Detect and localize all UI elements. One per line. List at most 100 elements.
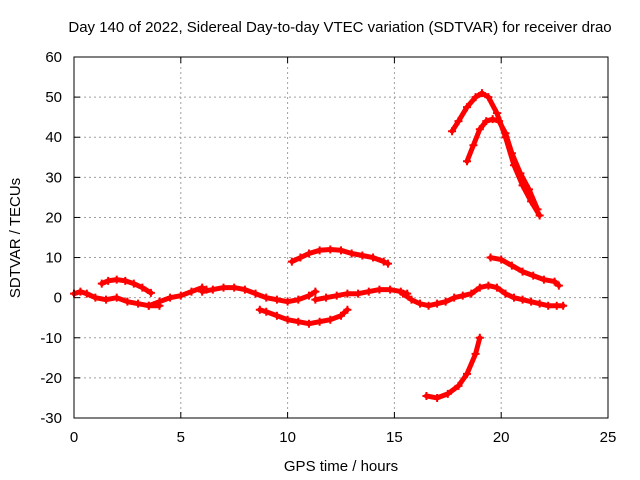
data-point: [315, 317, 324, 326]
grid: [74, 57, 608, 418]
data-point: [97, 279, 106, 288]
data-point: [433, 393, 442, 402]
markers-arc-4: [198, 283, 320, 306]
data-point: [311, 295, 320, 304]
data-point: [208, 285, 217, 294]
data-series: [70, 89, 568, 402]
data-point: [304, 291, 313, 300]
y-tick-label: 10: [45, 250, 62, 267]
data-point: [488, 115, 497, 124]
data-point: [198, 287, 207, 296]
data-point: [343, 305, 352, 314]
data-point: [535, 299, 544, 308]
data-point: [482, 117, 491, 126]
data-point: [332, 291, 341, 300]
series-arc-10: [449, 90, 543, 218]
y-tick-label: -20: [40, 370, 62, 387]
data-point: [407, 295, 416, 304]
data-point: [554, 281, 563, 290]
data-point: [477, 89, 486, 98]
data-point: [337, 311, 345, 320]
data-point: [475, 283, 484, 292]
data-point: [337, 246, 345, 255]
data-point: [469, 141, 478, 150]
data-point: [82, 289, 91, 298]
data-point: [369, 253, 378, 262]
data-point: [129, 279, 138, 288]
data-point: [294, 317, 303, 326]
series-arc-9: [423, 335, 483, 401]
x-tick-label: 15: [386, 429, 403, 446]
y-tick-label: -10: [40, 330, 62, 347]
data-point: [454, 117, 463, 126]
data-point: [454, 381, 463, 390]
data-point: [138, 283, 147, 292]
data-point: [559, 301, 568, 310]
x-tick-label: 20: [493, 429, 510, 446]
data-point: [326, 245, 335, 254]
data-point: [544, 301, 553, 310]
markers-arc-5: [255, 305, 352, 328]
data-point: [475, 125, 484, 134]
y-tick-label: 0: [54, 290, 62, 307]
data-point: [102, 295, 111, 304]
data-point: [343, 289, 352, 298]
data-point: [326, 315, 335, 324]
data-point: [398, 289, 407, 298]
data-point: [146, 288, 155, 297]
data-point: [262, 293, 271, 302]
data-point: [166, 293, 175, 302]
data-point: [262, 307, 271, 316]
data-point: [386, 285, 395, 294]
data-point: [251, 289, 260, 298]
data-point: [550, 277, 559, 286]
data-point: [296, 253, 305, 262]
data-point: [144, 301, 153, 310]
data-point: [422, 391, 431, 400]
series-arc-6: [312, 287, 410, 303]
data-point: [486, 253, 495, 262]
data-point: [272, 295, 281, 304]
data-point: [347, 249, 356, 258]
data-point: [176, 291, 185, 300]
y-tick-label: -30: [40, 410, 62, 427]
data-point: [311, 287, 320, 296]
data-point: [315, 246, 324, 255]
data-point: [112, 275, 121, 284]
markers-arc-7: [287, 245, 392, 268]
data-point: [443, 389, 452, 398]
chart-title: Day 140 of 2022, Sidereal Day-to-day VTE…: [68, 19, 611, 36]
data-point: [304, 319, 313, 328]
data-point: [364, 287, 373, 296]
data-point: [424, 301, 433, 310]
data-point: [471, 349, 480, 358]
data-point: [524, 185, 533, 194]
data-point: [492, 109, 501, 118]
data-point: [112, 293, 121, 302]
data-point: [441, 297, 450, 306]
data-point: [283, 315, 292, 324]
data-point: [463, 157, 472, 166]
markers-arc-3: [144, 283, 211, 310]
data-point: [458, 291, 467, 300]
y-tick-label: 40: [45, 129, 62, 146]
data-point: [497, 255, 506, 264]
data-point: [467, 289, 476, 298]
data-point: [507, 149, 516, 158]
data-point: [304, 249, 313, 258]
data-point: [283, 297, 292, 306]
data-point: [492, 283, 501, 292]
x-tick-label: 5: [177, 429, 185, 446]
data-point: [533, 205, 542, 214]
data-point: [294, 295, 303, 304]
series-arc-5: [257, 307, 350, 327]
y-tick-label: 20: [45, 209, 62, 226]
data-point: [379, 257, 388, 266]
data-point: [255, 305, 264, 314]
data-point: [240, 285, 249, 294]
data-point: [123, 297, 132, 306]
data-point: [91, 293, 100, 302]
data-point: [484, 93, 493, 102]
data-point: [475, 333, 484, 342]
